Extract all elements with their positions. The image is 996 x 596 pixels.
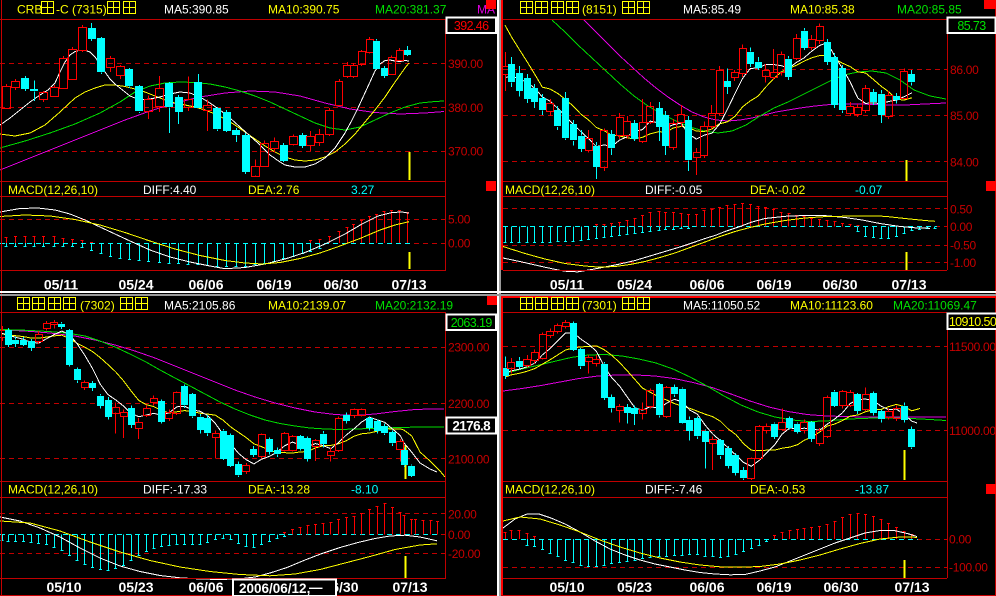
svg-text:-20.00: -20.00 [448, 547, 481, 561]
svg-text:MA5:11050.52: MA5:11050.52 [683, 299, 760, 313]
svg-text:10910.50: 10910.50 [949, 315, 996, 329]
svg-text:07/13: 07/13 [392, 579, 427, 595]
svg-text:5.00: 5.00 [448, 213, 471, 227]
svg-text:DIFF:4.40: DIFF:4.40 [143, 183, 197, 197]
svg-text:11000.00: 11000.00 [949, 424, 996, 438]
svg-text:MACD(12,26,10): MACD(12,26,10) [8, 183, 98, 197]
svg-text:-0.07: -0.07 [855, 183, 883, 197]
svg-text:-0.50: -0.50 [950, 239, 976, 253]
svg-text:DEA:-13.28: DEA:-13.28 [248, 483, 310, 497]
svg-text:85.73: 85.73 [957, 19, 986, 33]
svg-text:390.00: 390.00 [448, 57, 484, 71]
svg-text:20.00: 20.00 [448, 507, 477, 521]
svg-text:-C (7315): -C (7315) [56, 3, 107, 17]
svg-text:2100.00: 2100.00 [448, 452, 490, 466]
svg-text:-8.10: -8.10 [351, 483, 379, 497]
svg-text:2176.8: 2176.8 [452, 418, 491, 433]
svg-text:0.00: 0.00 [448, 528, 471, 542]
svg-text:05/23: 05/23 [118, 579, 153, 595]
svg-text:392.46: 392.46 [454, 19, 489, 33]
svg-text:MA10:2139.07: MA10:2139.07 [268, 299, 346, 313]
svg-text:06/06: 06/06 [689, 579, 724, 595]
svg-text:MA5:390.85: MA5:390.85 [164, 3, 229, 17]
svg-text:07/13: 07/13 [891, 277, 926, 293]
svg-text:85.00: 85.00 [950, 109, 979, 123]
svg-text:2200.00: 2200.00 [448, 397, 490, 411]
svg-text:MACD(12,26,10): MACD(12,26,10) [8, 483, 98, 497]
svg-text:380.00: 380.00 [448, 101, 484, 115]
svg-text:06/06: 06/06 [188, 579, 223, 595]
svg-text:84.00: 84.00 [950, 155, 979, 169]
svg-text:MA5:85.49: MA5:85.49 [683, 3, 741, 17]
svg-text:DIFF:-0.05: DIFF:-0.05 [645, 183, 703, 197]
svg-text:86.00: 86.00 [950, 63, 979, 77]
svg-text:05/11: 05/11 [44, 277, 78, 293]
svg-text:—: — [309, 580, 323, 595]
svg-text:06/06: 06/06 [188, 277, 223, 293]
svg-text:(8151): (8151) [582, 3, 617, 17]
svg-text:MA10:390.75: MA10:390.75 [268, 3, 340, 17]
svg-text:2006/06/12,: 2006/06/12, [239, 581, 310, 596]
svg-text:-1.00: -1.00 [950, 256, 976, 270]
svg-text:05/10: 05/10 [46, 579, 81, 595]
svg-text:DEA:-0.02: DEA:-0.02 [750, 183, 806, 197]
svg-text:MA20:11069.47: MA20:11069.47 [893, 299, 977, 313]
svg-text:2063.19: 2063.19 [451, 316, 493, 330]
svg-text:MA20:85.85: MA20:85.85 [897, 3, 962, 17]
svg-text:0.00: 0.00 [448, 237, 471, 251]
svg-text:05/10: 05/10 [549, 579, 584, 595]
svg-text:06/30: 06/30 [823, 579, 858, 595]
svg-text:MA10:11123.60: MA10:11123.60 [790, 299, 873, 313]
svg-text:DEA:2.76: DEA:2.76 [248, 183, 300, 197]
svg-text:MACD(12,26,10): MACD(12,26,10) [505, 483, 595, 497]
svg-text:DIFF:-17.33: DIFF:-17.33 [143, 483, 207, 497]
svg-text:05/11: 05/11 [550, 277, 584, 293]
svg-text:2300.00: 2300.00 [448, 341, 490, 355]
svg-text:DEA:-0.53: DEA:-0.53 [750, 483, 806, 497]
svg-text:06/30: 06/30 [822, 277, 857, 293]
svg-text:06/30: 06/30 [323, 277, 358, 293]
svg-text:05/23: 05/23 [617, 579, 652, 595]
svg-text:MA10:85.38: MA10:85.38 [790, 3, 855, 17]
svg-text:06/19: 06/19 [256, 277, 291, 293]
svg-text:MA5:2105.86: MA5:2105.86 [164, 299, 236, 313]
svg-text:07/13: 07/13 [391, 277, 426, 293]
svg-text:05/24: 05/24 [617, 277, 652, 293]
svg-text:06/06: 06/06 [689, 277, 724, 293]
svg-text:CRB: CRB [17, 3, 42, 17]
svg-text:370.00: 370.00 [448, 145, 484, 159]
svg-text:11500.00: 11500.00 [949, 340, 996, 354]
svg-text:MA20:2132.19: MA20:2132.19 [375, 299, 453, 313]
svg-text:DIFF:-7.46: DIFF:-7.46 [645, 483, 703, 497]
svg-text:-100.00: -100.00 [949, 561, 988, 575]
svg-text:MACD(12,26,10): MACD(12,26,10) [505, 183, 595, 197]
svg-text:(7301): (7301) [582, 299, 617, 313]
svg-text:06/19: 06/19 [756, 579, 791, 595]
svg-text:-13.87: -13.87 [855, 483, 889, 497]
svg-text:06/19: 06/19 [756, 277, 791, 293]
svg-text:(7302): (7302) [80, 299, 115, 313]
svg-text:0.50: 0.50 [950, 202, 973, 216]
svg-text:07/13: 07/13 [894, 579, 929, 595]
svg-text:0.00: 0.00 [950, 220, 973, 234]
svg-text:MA20:381.37: MA20:381.37 [375, 3, 447, 17]
svg-text:3.27: 3.27 [351, 183, 375, 197]
svg-text:0.00: 0.00 [949, 533, 972, 547]
svg-text:05/24: 05/24 [118, 277, 153, 293]
